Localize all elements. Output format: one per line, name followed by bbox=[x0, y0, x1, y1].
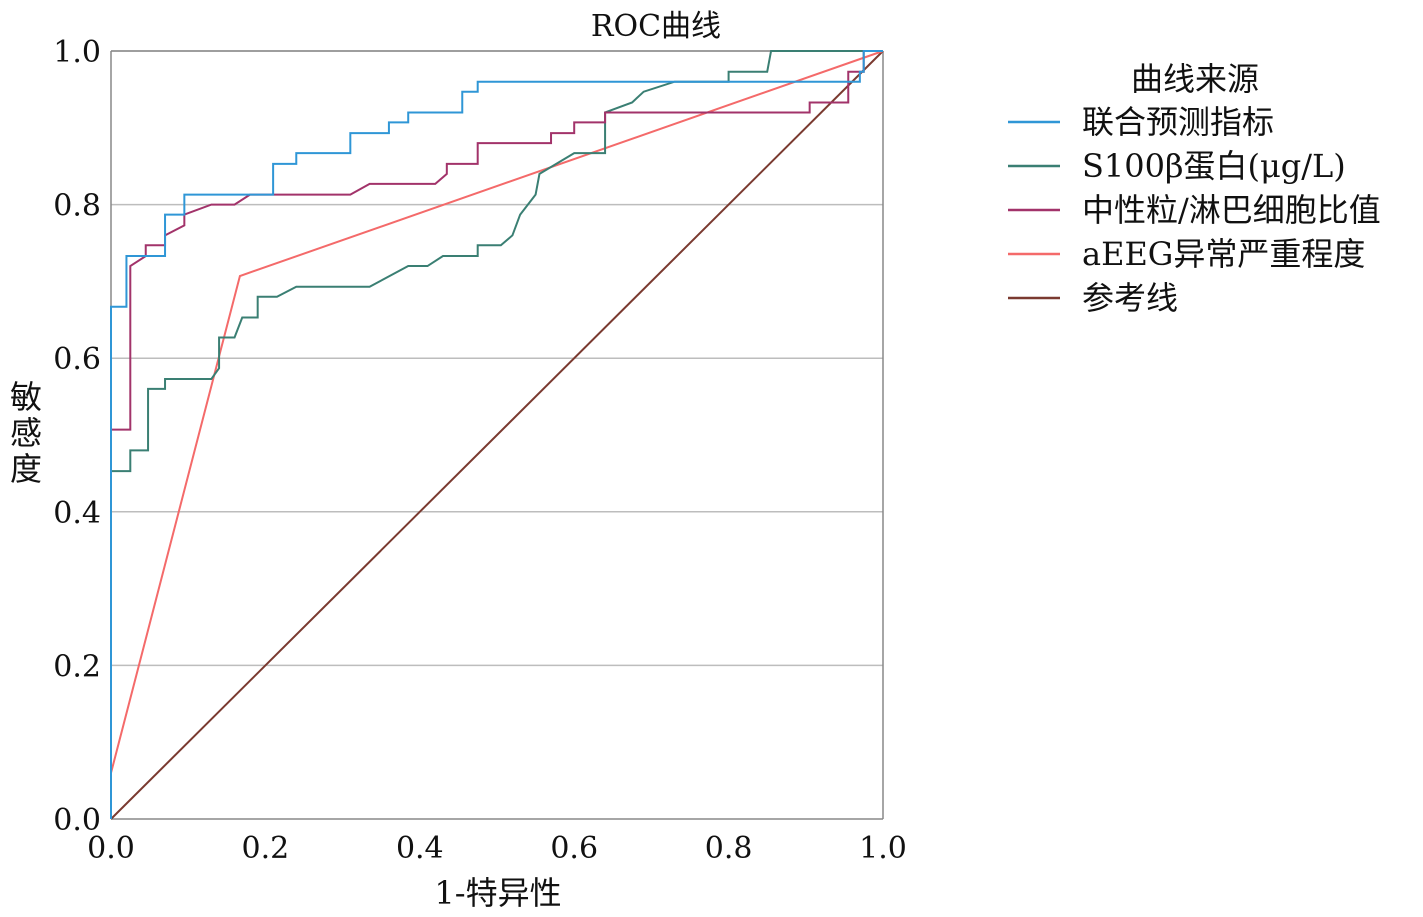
y-axis-title-char: 度 bbox=[10, 450, 42, 488]
y-tick-label: 0.4 bbox=[53, 496, 101, 531]
x-tick-label: 0.0 bbox=[87, 831, 135, 866]
y-tick-label: 0.6 bbox=[53, 342, 101, 377]
legend-title: 曲线来源 bbox=[1131, 60, 1259, 98]
legend: 曲线来源 联合预测指标 S100β蛋白(μg/L) 中性粒/淋巴细胞比值 aEEG异常… bbox=[1008, 60, 1381, 317]
chart-title: ROC曲线 bbox=[591, 9, 721, 44]
series-line-1 bbox=[110, 50, 883, 819]
y-tick-label: 0.0 bbox=[53, 803, 101, 838]
legend-label: 中性粒/淋巴细胞比值 bbox=[1082, 191, 1381, 229]
legend-label: S100β蛋白(μg/L) bbox=[1082, 147, 1346, 185]
y-axis-title-char: 感 bbox=[10, 414, 42, 452]
legend-label: aEEG异常严重程度 bbox=[1082, 235, 1365, 273]
x-tick-label: 0.4 bbox=[396, 831, 444, 866]
y-tick-label: 1.0 bbox=[53, 35, 101, 70]
x-axis-title: 1-特异性 bbox=[434, 874, 561, 912]
series-lines bbox=[110, 50, 884, 820]
y-axis-title: 敏感度 bbox=[10, 378, 42, 488]
y-tick-label: 0.8 bbox=[53, 189, 101, 224]
y-axis-title-char: 敏 bbox=[10, 378, 42, 416]
series-line-3 bbox=[110, 50, 884, 774]
x-tick-label: 0.8 bbox=[705, 831, 753, 866]
legend-label: 参考线 bbox=[1082, 279, 1178, 317]
tick-labels: 0.0 0.2 0.4 0.6 0.8 1.0 0.0 0.2 0.4 0.6 0.8 1.0 bbox=[53, 35, 907, 866]
y-tick-label: 0.2 bbox=[53, 649, 101, 684]
x-tick-label: 1.0 bbox=[859, 831, 907, 866]
series-line-4 bbox=[110, 50, 884, 820]
series-line-0 bbox=[110, 50, 883, 819]
series-line-2 bbox=[110, 50, 883, 819]
legend-label: 联合预测指标 bbox=[1082, 103, 1274, 141]
x-tick-label: 0.6 bbox=[550, 831, 598, 866]
x-tick-label: 0.2 bbox=[242, 831, 290, 866]
